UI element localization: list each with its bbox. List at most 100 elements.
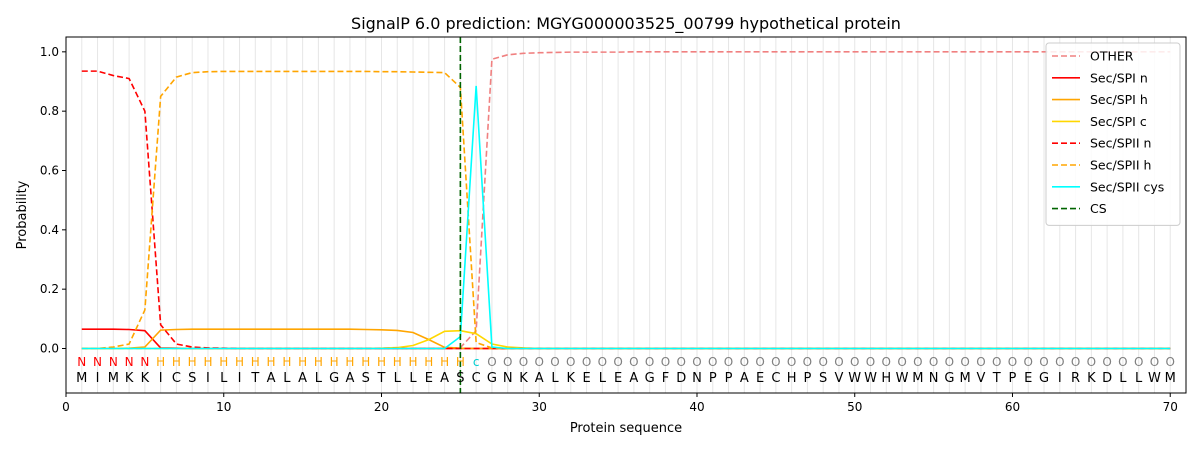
residue-label: E <box>425 371 433 386</box>
x-axis-label: Protein sequence <box>570 421 682 436</box>
region-label: H <box>361 355 370 369</box>
residue-label: H <box>881 371 891 386</box>
region-label: O <box>1102 355 1111 369</box>
region-label: H <box>456 355 465 369</box>
residue-label: R <box>1071 371 1080 386</box>
residue-label: K <box>125 371 134 386</box>
series-line-6 <box>81 85 1171 350</box>
residue-label: P <box>1009 371 1017 386</box>
region-label: O <box>1134 355 1143 369</box>
residue-label: A <box>629 371 638 386</box>
region-label: O <box>1055 355 1064 369</box>
region-label: O <box>661 355 670 369</box>
residue-label: C <box>172 371 181 386</box>
x-tick-label: 60 <box>1005 400 1020 414</box>
region-label: O <box>1071 355 1080 369</box>
residue-label: I <box>1058 371 1062 386</box>
sequence-layer: MNINMNKNKNIHCHSHIHLHIHTHAHLHAHLHGHAHSHTH… <box>76 355 1176 386</box>
residue-label: M <box>76 371 87 386</box>
region-label: O <box>1150 355 1159 369</box>
legend-label: Sec/SPII n <box>1090 136 1151 151</box>
residue-label: V <box>835 371 844 386</box>
residue-label: A <box>267 371 276 386</box>
region-label: H <box>172 355 181 369</box>
region-label: O <box>803 355 812 369</box>
legend-label: Sec/SPI n <box>1090 70 1148 85</box>
region-label: O <box>1087 355 1096 369</box>
region-label: H <box>156 355 165 369</box>
residue-label: K <box>141 371 150 386</box>
region-label: O <box>755 355 764 369</box>
region-label: H <box>409 355 418 369</box>
plot-frame <box>65 36 1187 394</box>
region-label: O <box>503 355 512 369</box>
residue-label: L <box>599 371 607 386</box>
region-label: O <box>535 355 544 369</box>
region-label: O <box>1024 355 1033 369</box>
residue-label: D <box>1102 371 1112 386</box>
region-label: O <box>818 355 827 369</box>
residue-label: N <box>503 371 513 386</box>
residue-label: D <box>676 371 686 386</box>
y-tick-label: 0.6 <box>40 164 59 178</box>
region-label: H <box>188 355 197 369</box>
region-label: O <box>771 355 780 369</box>
residue-label: I <box>238 371 242 386</box>
residue-label: E <box>582 371 590 386</box>
region-label: H <box>251 355 260 369</box>
legend-label: OTHER <box>1090 49 1134 64</box>
region-label: O <box>1118 355 1127 369</box>
residue-label: W <box>896 371 909 386</box>
residue-label: A <box>740 371 749 386</box>
region-label: O <box>598 355 607 369</box>
region-label: O <box>850 355 859 369</box>
residue-label: I <box>159 371 163 386</box>
region-label: N <box>77 355 86 369</box>
residue-label: G <box>944 371 954 386</box>
residue-label: L <box>283 371 291 386</box>
residue-label: S <box>362 371 370 386</box>
region-label: O <box>945 355 954 369</box>
x-axis-ticks: 0 10 20 30 40 50 60 70 <box>62 393 1178 414</box>
x-tick-label: 40 <box>689 400 704 414</box>
region-label: O <box>724 355 733 369</box>
region-label: N <box>125 355 134 369</box>
region-label: H <box>298 355 307 369</box>
region-label: N <box>140 355 149 369</box>
residue-label: G <box>645 371 655 386</box>
region-label: O <box>897 355 906 369</box>
residue-label: S <box>456 371 464 386</box>
legend-label: Sec/SPI c <box>1090 114 1147 129</box>
residue-label: E <box>756 371 764 386</box>
residue-label: P <box>725 371 733 386</box>
residue-label: M <box>108 371 119 386</box>
region-label: O <box>913 355 922 369</box>
region-label: O <box>992 355 1001 369</box>
region-label: O <box>976 355 985 369</box>
y-tick-label: 0.0 <box>40 342 59 356</box>
residue-label: G <box>487 371 497 386</box>
legend: OTHER Sec/SPI n Sec/SPI h Sec/SPI c Sec/SPII… <box>1045 42 1181 226</box>
residue-label: C <box>771 371 780 386</box>
region-label: O <box>487 355 496 369</box>
region-label: O <box>960 355 969 369</box>
residue-label: W <box>1148 371 1161 386</box>
residue-label: L <box>1119 371 1127 386</box>
residue-label: V <box>976 371 985 386</box>
legend-box <box>1045 42 1181 226</box>
residue-label: S <box>819 371 827 386</box>
chart-title: SignalP 6.0 prediction: MGYG000003525_00… <box>351 14 901 34</box>
x-tick-label: 20 <box>374 400 389 414</box>
residue-label: C <box>472 371 481 386</box>
x-tick-label: 70 <box>1163 400 1178 414</box>
x-tick-label: 30 <box>532 400 547 414</box>
residue-label: T <box>992 371 1001 386</box>
region-label: N <box>93 355 102 369</box>
residue-label: T <box>250 371 259 386</box>
residue-label: L <box>315 371 323 386</box>
residue-label: N <box>929 371 939 386</box>
region-label: H <box>440 355 449 369</box>
residue-label: G <box>1039 371 1049 386</box>
region-label: O <box>629 355 638 369</box>
region-label: H <box>219 355 228 369</box>
